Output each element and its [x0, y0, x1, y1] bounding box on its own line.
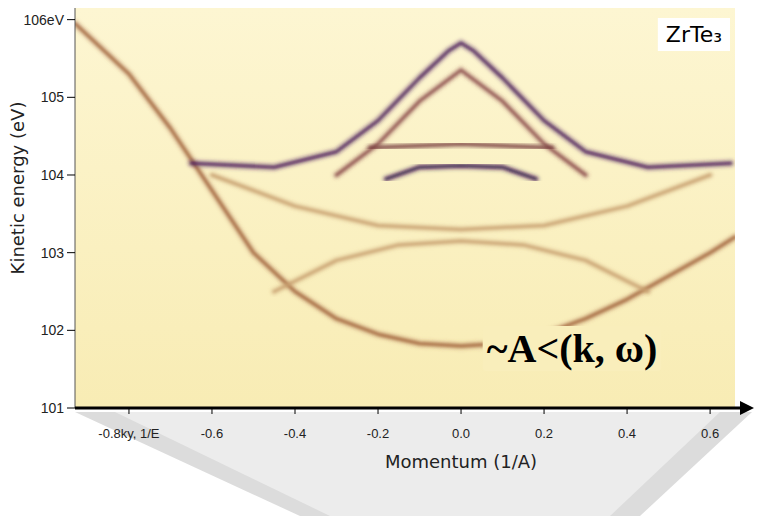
band-glow — [337, 70, 586, 175]
band-glow — [386, 166, 536, 179]
y-axis-title: Kinetic energy (eV) — [7, 102, 28, 275]
x-axis-title: Momentum (1/A) — [385, 451, 537, 472]
band — [386, 166, 536, 179]
x-tick — [128, 409, 129, 414]
annotation: ~A<(k, ω) — [487, 326, 658, 371]
band-glow — [212, 175, 710, 229]
x-tick-label: 0.0 — [452, 426, 470, 441]
projection-shade — [75, 412, 752, 516]
x-tick-label: 0.4 — [618, 426, 636, 441]
band — [337, 70, 586, 175]
band — [370, 144, 553, 148]
x-tick — [710, 409, 711, 414]
x-tick — [211, 409, 212, 414]
x-tick — [544, 409, 545, 414]
x-tick — [627, 409, 628, 414]
x-tick — [295, 409, 296, 414]
band — [75, 24, 735, 346]
x-tick — [378, 409, 379, 414]
y-tick — [67, 330, 75, 331]
band-glow — [75, 24, 735, 346]
x-tick-label: -0.4 — [284, 426, 306, 441]
projection-shade — [115, 412, 720, 516]
band — [212, 175, 710, 229]
x-tick-label: -0.6 — [201, 426, 223, 441]
x-axis-arrow — [740, 401, 754, 415]
y-tick-label: 101 — [41, 400, 65, 416]
annotation-background — [483, 326, 662, 371]
y-tick-label: 104 — [41, 167, 65, 183]
y-tick — [67, 408, 75, 409]
plot-background — [75, 8, 735, 408]
band — [274, 241, 648, 292]
x-tick-label: -0.2 — [367, 426, 389, 441]
x-tick-label: 0.2 — [535, 426, 553, 441]
y-tick-label: 102 — [41, 322, 65, 338]
title-background — [658, 18, 730, 51]
y-tick-label: 106eV — [24, 12, 65, 28]
y-tick — [67, 19, 75, 20]
y-tick-label: 103 — [41, 245, 65, 261]
band-glow — [191, 43, 731, 167]
x-tick-label: 0.6 — [701, 426, 719, 441]
x-tick-label: -0.8ky, 1/E — [98, 426, 160, 441]
y-tick — [67, 97, 75, 98]
band-glow — [274, 241, 648, 292]
y-tick-label: 105 — [41, 89, 65, 105]
chart: -0.8ky, 1/E -0.6 -0.4 -0.2 0.0 0.2 0.4 0.6 101 10… — [0, 0, 761, 516]
title: ZrTe₃ — [666, 22, 722, 47]
y-tick — [67, 252, 75, 253]
y-tick — [67, 174, 75, 175]
y-axis-line — [75, 8, 76, 408]
bands — [75, 24, 735, 346]
band — [191, 43, 731, 167]
x-tick — [461, 409, 462, 414]
band-glow — [370, 144, 553, 148]
x-axis-line — [75, 407, 742, 410]
